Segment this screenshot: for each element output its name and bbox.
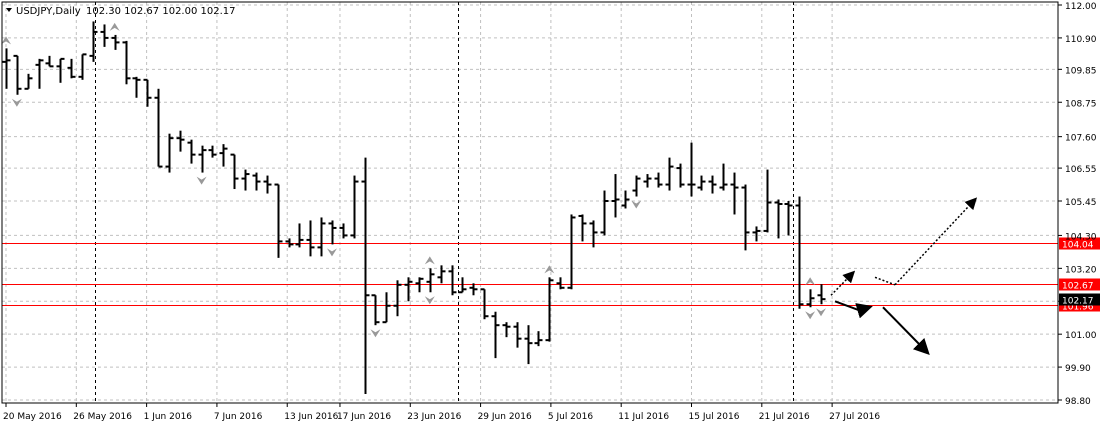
y-tick-label: 103.20 xyxy=(1065,265,1097,275)
y-tick-label: 101.00 xyxy=(1065,331,1097,341)
y-tick-label: 108.75 xyxy=(1065,99,1097,109)
y-tick-label: 112.00 xyxy=(1065,2,1097,12)
x-tick-label: 29 Jun 2016 xyxy=(478,412,532,422)
x-tick-label: 1 Jun 2016 xyxy=(144,412,193,422)
current-price-label: 102.17 xyxy=(1062,297,1094,307)
y-tick-label: 106.55 xyxy=(1065,165,1097,175)
x-tick-label: 21 Jul 2016 xyxy=(759,412,810,422)
ohlc-readout: 102.30 102.67 102.00 102.17 xyxy=(86,6,236,17)
y-tick-label: 105.45 xyxy=(1065,198,1097,208)
y-tick-label: 99.90 xyxy=(1065,364,1091,374)
symbol-label: USDJPY,Daily xyxy=(16,6,81,17)
x-tick-label: 26 May 2016 xyxy=(73,412,132,422)
x-tick-label: 17 Jun 2016 xyxy=(337,412,391,422)
x-tick-label: 13 Jun 2016 xyxy=(284,412,338,422)
x-tick-label: 11 Jul 2016 xyxy=(618,412,669,422)
x-tick-label: 20 May 2016 xyxy=(3,412,62,422)
level-label: 102.67 xyxy=(1062,282,1094,292)
x-tick-label: 15 Jul 2016 xyxy=(689,412,740,422)
y-tick-label: 109.85 xyxy=(1065,66,1097,76)
y-tick-label: 107.60 xyxy=(1065,134,1097,144)
x-tick-label: 27 Jul 2016 xyxy=(829,412,880,422)
chart-header: USDJPY,Daily 102.30 102.67 102.00 102.17 xyxy=(6,6,236,17)
y-tick-label: 110.90 xyxy=(1065,35,1097,45)
x-tick-label: 5 Jul 2016 xyxy=(548,412,593,422)
y-tick-label: 98.80 xyxy=(1065,397,1091,407)
x-tick-label: 7 Jun 2016 xyxy=(214,412,263,422)
x-tick-label: 23 Jun 2016 xyxy=(407,412,461,422)
y-tick-label: 104.30 xyxy=(1065,232,1097,242)
